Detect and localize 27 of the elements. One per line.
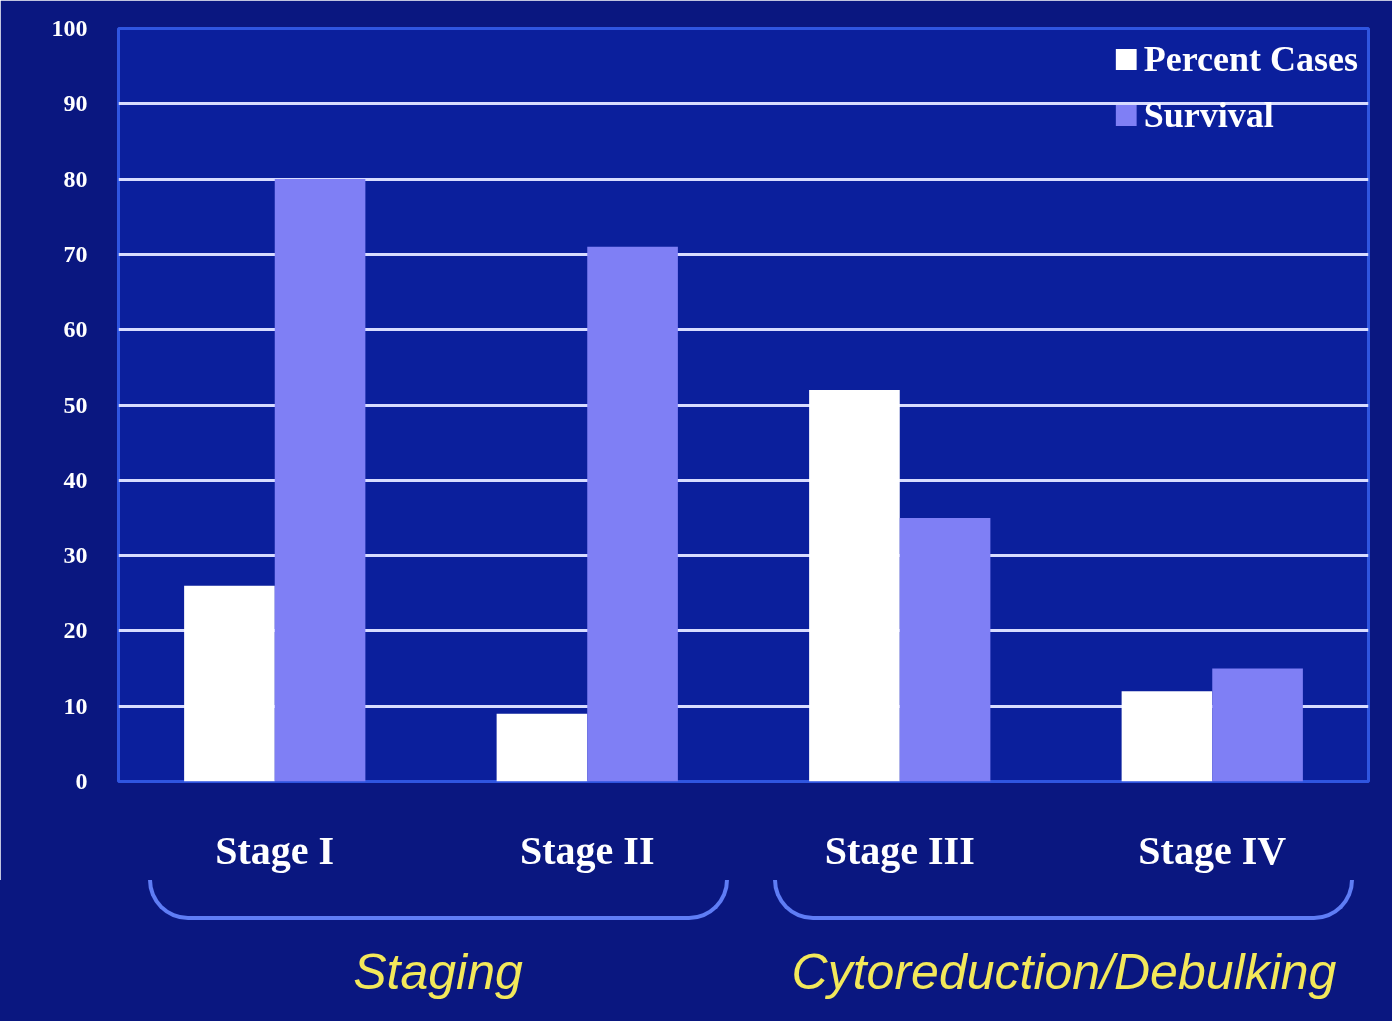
bar xyxy=(496,713,588,782)
y-tick-label: 70 xyxy=(63,240,88,267)
bar xyxy=(809,389,900,782)
y-tick-label: 50 xyxy=(63,391,88,418)
bar xyxy=(587,246,678,782)
y-tick-label: 100 xyxy=(51,15,88,41)
legend-label: Percent Cases xyxy=(1143,38,1358,80)
bar xyxy=(899,517,991,782)
bar xyxy=(1212,668,1303,782)
y-tick-label: 10 xyxy=(63,692,88,719)
y-tick-label: 0 xyxy=(75,768,88,794)
y-tick-label: 40 xyxy=(63,466,88,493)
y-tick-label: 60 xyxy=(63,316,88,343)
x-tick-label: Stage IV xyxy=(1138,827,1287,873)
y-tick-label: 80 xyxy=(63,165,88,192)
x-tick-label: Stage I xyxy=(215,827,335,873)
y-tick-label: 20 xyxy=(63,617,88,644)
y-tick-label: 30 xyxy=(63,542,88,569)
text: Cytoreduction/Debulking xyxy=(790,943,1338,1002)
bar xyxy=(184,585,275,782)
y-tick-label: 90 xyxy=(63,90,88,117)
text: Staging xyxy=(352,943,524,1002)
x-tick-label: Stage III xyxy=(824,827,975,873)
x-tick-label: Stage II xyxy=(520,827,655,873)
bar xyxy=(274,179,366,782)
bar xyxy=(1121,691,1213,782)
legend-label: Survival xyxy=(1143,94,1274,136)
